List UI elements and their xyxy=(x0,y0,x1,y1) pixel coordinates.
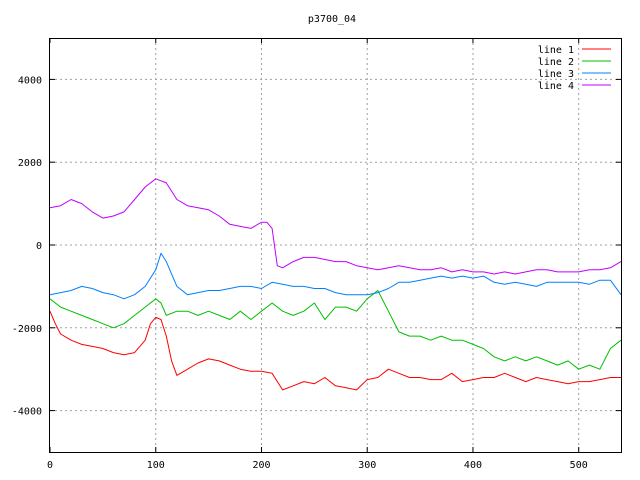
y-tick-label: 4000 xyxy=(18,75,42,86)
x-tick-label: 300 xyxy=(358,460,376,471)
series-line-2 xyxy=(49,290,622,370)
legend-label: line 3 xyxy=(538,69,574,80)
y-tick-label: -4000 xyxy=(12,407,42,418)
legend-label: line 4 xyxy=(538,81,574,92)
y-tick-label: 0 xyxy=(36,241,42,252)
plot-frame xyxy=(49,38,622,453)
y-tick-label: -2000 xyxy=(12,324,42,335)
grid xyxy=(50,38,621,452)
series-line-3 xyxy=(49,252,622,300)
x-tick-label: 100 xyxy=(147,460,165,471)
x-tick-label: 400 xyxy=(464,460,482,471)
series-line-4 xyxy=(49,178,622,275)
legend-label: line 1 xyxy=(538,45,574,56)
series-lines xyxy=(49,178,622,391)
y-tick-label: 2000 xyxy=(18,158,42,169)
x-tick-label: 500 xyxy=(570,460,588,471)
x-tick-label: 200 xyxy=(252,460,270,471)
series-line-1 xyxy=(49,311,621,391)
axis-ticks: 0 100 200 300 400 500 -4000 -2000 0 2000 4000 xyxy=(12,38,621,471)
legend-label: line 2 xyxy=(538,57,574,68)
chart-title: p3700_04 xyxy=(308,14,356,25)
x-tick-label: 0 xyxy=(47,460,53,471)
